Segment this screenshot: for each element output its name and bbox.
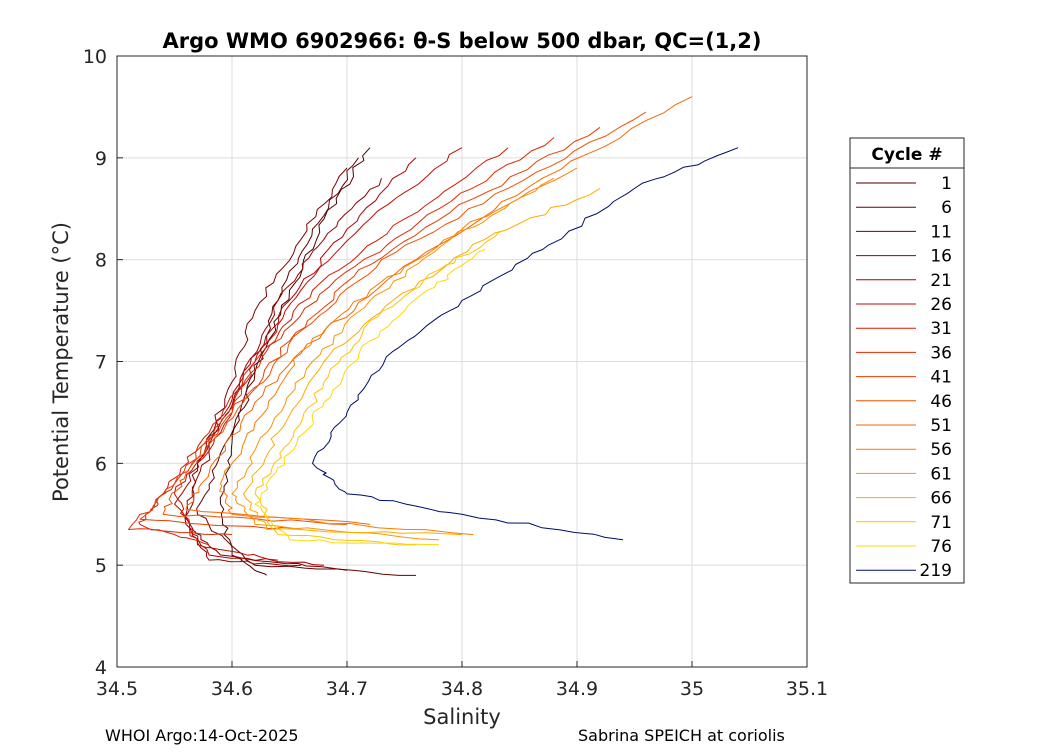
- legend-label-1: 1: [941, 174, 952, 194]
- series-line-cycle-76: [254, 249, 486, 546]
- x-tick-label: 35: [680, 678, 704, 700]
- legend-label-21: 21: [930, 271, 952, 291]
- y-tick-label: 8: [95, 250, 107, 272]
- footer-credit: Sabrina SPEICH at coriolis: [578, 726, 785, 745]
- series-lines: [128, 96, 739, 576]
- series-line-cycle-219: [312, 147, 739, 541]
- legend-label-36: 36: [930, 343, 952, 363]
- y-ticks: 4 5 6 7 8 9 10: [83, 46, 123, 679]
- series-line-cycle-71: [254, 228, 509, 546]
- series-line-cycle-26: [174, 147, 463, 561]
- x-axis-label: Salinity: [423, 705, 501, 729]
- legend-label-46: 46: [930, 392, 952, 412]
- series-line-cycle-46: [162, 111, 647, 525]
- y-tick-label: 7: [95, 352, 107, 374]
- legend-label-66: 66: [930, 489, 952, 509]
- legend-label-71: 71: [930, 513, 952, 533]
- series-line-cycle-51: [185, 96, 693, 525]
- y-tick-label: 5: [95, 555, 107, 577]
- legend-label-26: 26: [930, 295, 952, 315]
- x-tick-label: 35.1: [786, 678, 828, 700]
- legend-label-219: 219: [920, 561, 952, 581]
- series-line-cycle-66: [243, 187, 601, 536]
- series-line-cycle-36: [128, 137, 555, 536]
- series-line-cycle-56: [219, 167, 578, 536]
- legend-label-11: 11: [930, 222, 952, 242]
- chart-title: Argo WMO 6902966: θ-S below 500 dbar, QC…: [163, 29, 762, 53]
- legend-label-16: 16: [930, 247, 952, 267]
- legend-box: [849, 137, 965, 584]
- legend-label-61: 61: [930, 464, 952, 484]
- legend-label-76: 76: [930, 537, 952, 557]
- series-line-cycle-6: [196, 157, 416, 576]
- y-tick-label: 6: [95, 453, 107, 475]
- legend-label-56: 56: [930, 440, 952, 460]
- y-tick-label: 10: [83, 46, 107, 68]
- y-tick-label: 9: [95, 148, 107, 170]
- y-tick-label: 4: [95, 657, 107, 679]
- legend-label-41: 41: [930, 368, 952, 388]
- x-tick-label: 34.5: [96, 678, 138, 700]
- y-axis-label: Potential Temperature (°C): [49, 222, 73, 502]
- series-line-cycle-41: [139, 126, 601, 530]
- grid-lines: [117, 56, 807, 667]
- x-ticks: 34.5 34.6 34.7 34.8 34.9 35 35.1: [96, 661, 828, 700]
- x-tick-label: 34.8: [441, 678, 483, 700]
- x-tick-label: 34.7: [326, 678, 368, 700]
- legend: Cycle # 16111621263136414651566166717621…: [849, 137, 965, 584]
- legend-label-31: 31: [930, 319, 952, 339]
- legend-label-51: 51: [930, 416, 952, 436]
- x-tick-label: 34.6: [211, 678, 253, 700]
- series-line-cycle-61: [231, 177, 555, 541]
- footer-date: WHOI Argo:14-Oct-2025: [105, 726, 299, 745]
- series-line-cycle-31: [138, 147, 509, 546]
- legend-label-6: 6: [941, 198, 952, 218]
- legend-title: Cycle #: [871, 145, 942, 165]
- series-line-cycle-16: [184, 178, 382, 567]
- x-tick-label: 34.9: [556, 678, 598, 700]
